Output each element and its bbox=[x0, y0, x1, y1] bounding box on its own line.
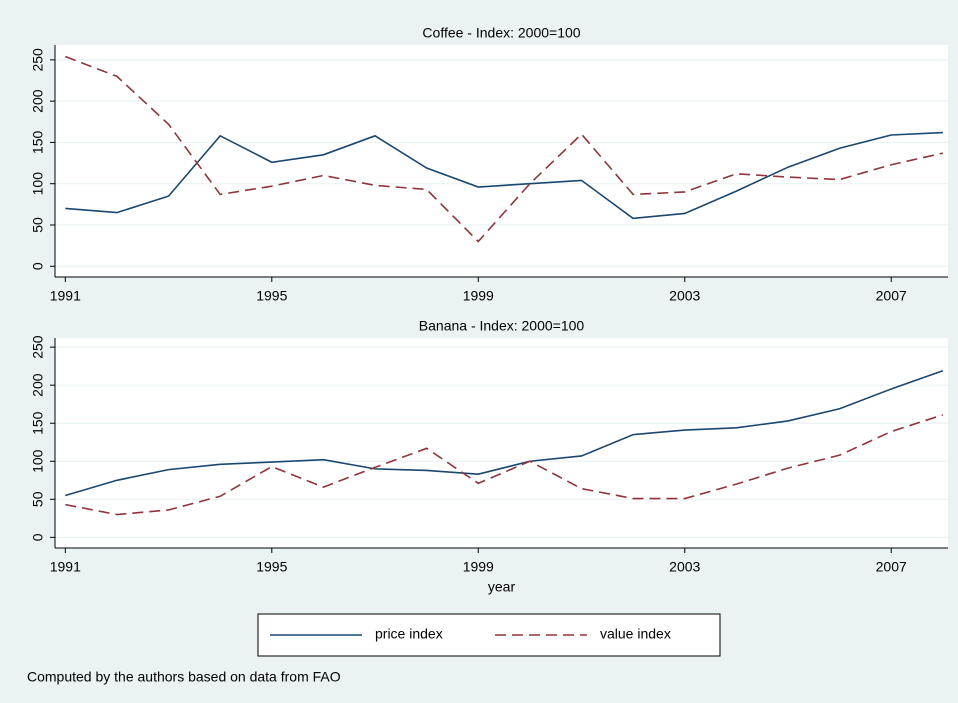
x-tick-label: 1999 bbox=[463, 288, 494, 304]
x-tick-label: 2003 bbox=[669, 559, 700, 575]
note: Computed by the authors based on data fr… bbox=[27, 669, 341, 685]
x-tick-label: 1991 bbox=[50, 288, 81, 304]
plot-area bbox=[55, 45, 948, 277]
y-tick-label: 100 bbox=[30, 449, 46, 473]
x-tick-label: 1999 bbox=[463, 559, 494, 575]
y-tick-label: 200 bbox=[30, 89, 46, 113]
y-tick-label: 50 bbox=[30, 217, 46, 233]
y-tick-label: 150 bbox=[30, 411, 46, 435]
line-series bbox=[65, 131, 943, 220]
x-tick-label: 2003 bbox=[669, 288, 700, 304]
x-tick-label: 1991 bbox=[50, 559, 81, 575]
x-tick-label: 1995 bbox=[256, 559, 287, 575]
x-axis-label: year bbox=[488, 579, 516, 595]
legend-label: value index bbox=[600, 626, 671, 642]
y-tick-label: 250 bbox=[30, 335, 46, 359]
line-series bbox=[65, 369, 944, 497]
plot-area bbox=[55, 338, 948, 548]
y-tick-label: 100 bbox=[30, 172, 46, 196]
chart-title: Banana - Index: 2000=100 bbox=[419, 318, 585, 334]
x-tick-label: 2007 bbox=[876, 288, 907, 304]
x-tick-label: 1995 bbox=[256, 288, 287, 304]
x-tick-label: 2007 bbox=[876, 559, 907, 575]
legend bbox=[257, 613, 721, 657]
y-tick-label: 150 bbox=[30, 131, 46, 155]
y-tick-label: 50 bbox=[30, 491, 46, 507]
y-tick-label: 200 bbox=[30, 373, 46, 397]
line-series bbox=[65, 55, 944, 243]
chart-title: Coffee - Index: 2000=100 bbox=[422, 25, 580, 41]
y-tick-label: 0 bbox=[30, 533, 46, 541]
y-tick-label: 0 bbox=[30, 262, 46, 270]
legend-label: price index bbox=[375, 626, 443, 642]
y-tick-label: 250 bbox=[30, 48, 46, 72]
